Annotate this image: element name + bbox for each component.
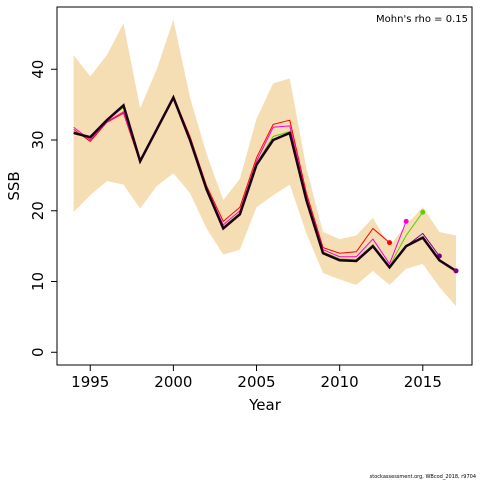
x-axis-label: Year bbox=[248, 396, 282, 414]
end-point bbox=[387, 240, 393, 246]
end-point bbox=[403, 218, 409, 224]
x-tick-label: 2010 bbox=[321, 373, 359, 391]
x-tick-label: 1995 bbox=[71, 373, 109, 391]
end-point bbox=[420, 209, 426, 215]
y-tick-label: 40 bbox=[29, 60, 47, 79]
retro-line bbox=[73, 94, 457, 272]
y-tick-label: 30 bbox=[29, 130, 47, 149]
x-tick-label: 2015 bbox=[404, 373, 442, 391]
x-tick-label: 2000 bbox=[154, 373, 192, 391]
annotation: Mohn's rho = 0.15 bbox=[376, 14, 468, 25]
end-point bbox=[453, 268, 459, 274]
y-tick-label: 10 bbox=[29, 272, 47, 291]
y-tick-label: 0 bbox=[29, 347, 47, 357]
footer: stockassessment.org, WBcod_2018, r9704 bbox=[370, 474, 476, 480]
y-tick-label: 20 bbox=[29, 201, 47, 220]
confidence-band bbox=[73, 19, 457, 307]
x-tick-label: 2005 bbox=[237, 373, 275, 391]
plot-frame bbox=[56, 6, 473, 366]
y-axis-label: SSB bbox=[5, 171, 23, 200]
